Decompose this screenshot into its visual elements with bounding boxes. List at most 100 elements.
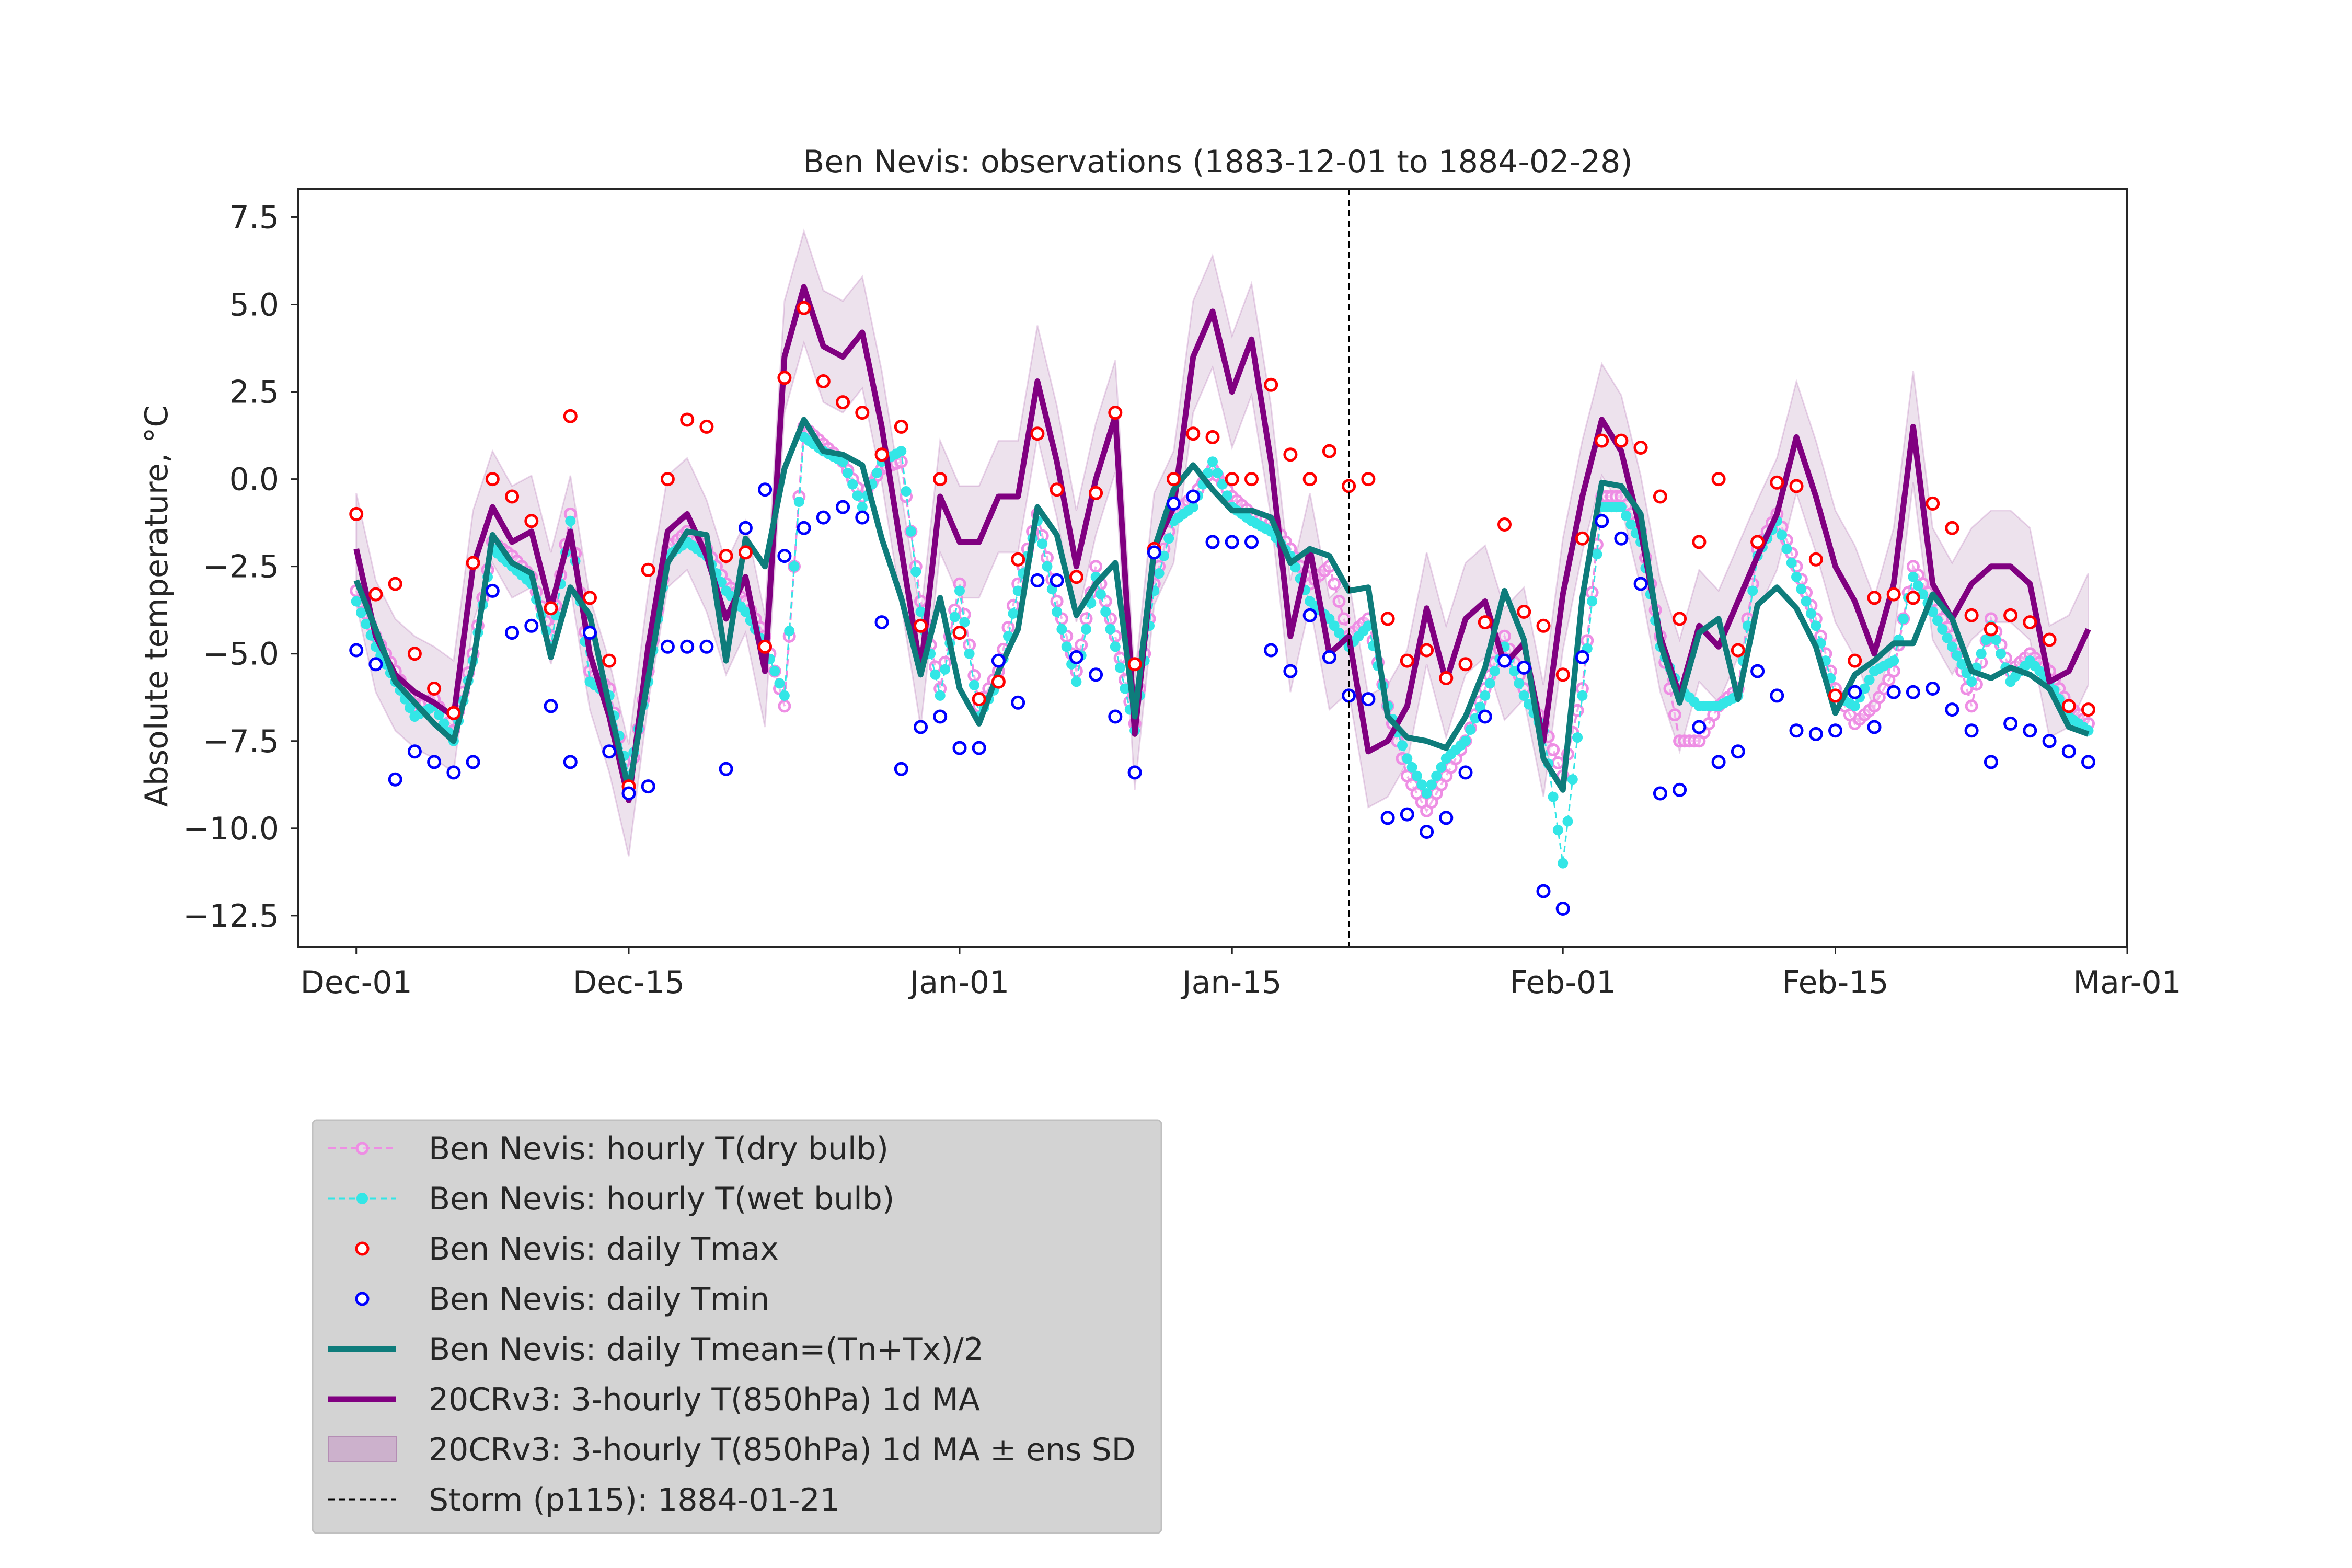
legend-marker-daily [355,1292,370,1306]
tmax-point [1205,430,1220,444]
tmax-point [1264,377,1278,392]
wet-bulb-point [1587,596,1598,607]
tmin-point [446,765,461,780]
tmin-point [874,615,889,630]
tmin-point [583,626,597,640]
tmax-point [699,419,714,434]
legend-marker-dry-bulb [355,1142,369,1155]
wet-bulb-point [769,666,780,677]
y-tick-label: −7.5 [203,723,279,760]
tmin-point [1770,688,1784,703]
wet-bulb-point [356,607,366,618]
tmax-point [427,682,442,696]
wet-bulb-point [964,648,975,659]
tmin-point [1127,765,1142,780]
tmin-point [1050,573,1064,587]
wet-bulb-point [1577,690,1588,701]
tmax-point [1497,517,1512,532]
tmin-point [641,779,655,794]
dry-bulb-point [1551,756,1565,769]
tmax-point [1731,643,1745,658]
legend-label: Ben Nevis: hourly T(dry bulb) [429,1131,889,1167]
legend-label: 20CRv3: 3-hourly T(850hPa) 1d MA ± ens S… [429,1432,1136,1468]
tmax-point [1186,426,1201,441]
wet-bulb-point [361,618,372,629]
tmin-point [349,643,364,658]
wet-bulb-point [433,709,444,720]
tmin-point [1225,535,1239,549]
tmax-point [1244,472,1259,487]
tmax-point [719,549,733,563]
wet-bulb-point [857,502,868,513]
tmin-point [1945,702,1959,717]
tmax-point [602,653,617,668]
wet-bulb-point [1781,544,1792,555]
wet-bulb-point [1777,529,1788,540]
tmax-point [1283,447,1298,462]
tmin-point [388,772,402,787]
tmax-point [1555,667,1570,682]
tmax-point [641,562,655,577]
wet-bulb-point [1421,788,1432,799]
tmax-point [485,472,500,487]
tmax-point [1322,444,1336,458]
tmax-point [1750,535,1765,549]
tmax-point [660,472,675,487]
wet-bulb-point [1412,770,1422,781]
tmin-point [933,709,948,724]
wet-bulb-point [1796,584,1807,595]
tmin-point [1205,535,1220,549]
tmin-point [1828,723,1842,738]
legend: Ben Nevis: hourly T(dry bulb) Ben Nevis: … [312,1119,1162,1534]
wet-bulb-point [1105,624,1116,635]
dry-bulb-point [778,699,791,713]
wet-bulb-point [915,606,926,617]
tmin-point [1692,720,1707,734]
tmax-point [2042,632,2057,647]
x-tick-label: Feb-01 [1509,964,1616,1001]
tmax-point [1808,552,1823,567]
tmin-point [2042,734,2057,748]
tmin-point [1536,884,1551,898]
tmax-point [914,618,928,633]
tmax-point [466,556,480,570]
tmax-point [1633,441,1648,455]
wet-bulb-point [1052,606,1063,617]
wet-bulb-point [1081,624,1091,635]
tmax-point [1517,605,1531,619]
tmin-point [621,786,636,801]
wet-bulb-point [1932,615,1943,626]
x-tick-label: Dec-15 [573,964,685,1001]
tmax-point [505,489,520,504]
wet-bulb-point [949,612,960,622]
wet-bulb-point [1888,655,1899,666]
tmin-point [1711,755,1726,769]
dry-bulb-point [1113,651,1127,665]
tmax-point [797,301,811,315]
tmax-point [2003,608,2018,622]
wet-bulb-point [405,702,416,713]
chart-title: Ben Nevis: observations (1883-12-01 to 1… [803,144,1632,180]
wet-bulb-point [1509,666,1520,677]
wet-bulb-point [1514,678,1525,689]
tmax-point [1439,671,1454,685]
wet-bulb-point [1207,456,1218,467]
wet-bulb-point [740,606,751,617]
wet-bulb-point [930,669,941,680]
wet-bulb-point [1187,502,1198,513]
dry-bulb-point [1050,595,1064,608]
tmin-point [544,699,558,713]
dry-bulb-point [967,669,981,682]
wet-bulb-point [1154,568,1165,579]
tmax-point [933,472,948,487]
tmin-point [1108,709,1123,724]
wet-bulb-point [1927,606,1938,617]
tmin-point [1926,682,1940,696]
tmax-point [1711,472,1726,487]
tmin-point [1633,577,1648,591]
dry-bulb-point [1332,595,1346,608]
tmin-point [699,639,714,654]
y-tick-label: 2.5 [229,374,279,411]
tmin-point [1244,535,1259,549]
tmax-point [1673,612,1687,626]
